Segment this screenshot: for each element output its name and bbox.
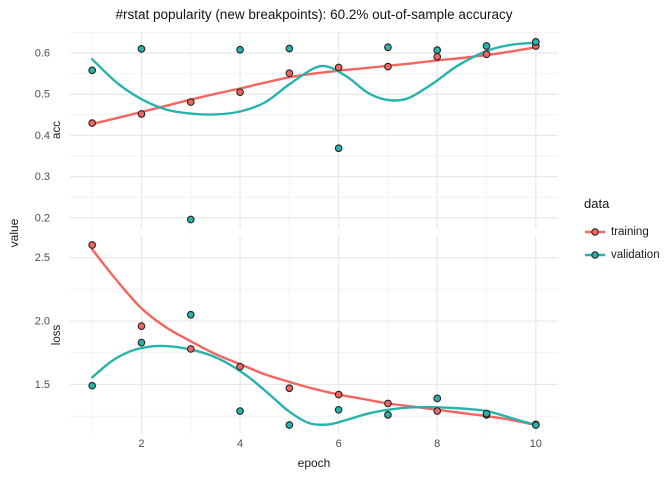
data-point-validation [531,38,540,46]
data-point-training [384,62,392,71]
data-point-validation [137,45,146,53]
data-point-training [236,88,244,97]
data-point-training [236,362,244,371]
chart-title: #rstat popularity (new breakpoints): 60.… [115,7,513,22]
data-point-training [137,110,146,118]
x-tick-label: 4 [237,438,243,450]
x-tick-label: 2 [138,438,144,450]
data-point-validation [186,310,195,319]
data-point-training [334,63,343,72]
data-point-validation [482,42,491,50]
data-point-validation [433,46,442,54]
y-tick-label: 1.5 [35,379,50,391]
data-point-validation [531,421,540,429]
data-point-training [433,407,442,415]
data-point-training [88,119,97,127]
data-point-validation [285,44,294,53]
y-tick-label: 0.6 [35,48,50,60]
legend-label-validation: validation [611,248,660,261]
data-point-training [334,390,343,399]
data-point-validation [186,215,195,224]
data-point-training [186,98,195,106]
data-point-training [384,399,392,408]
smooth-line-training [91,46,537,126]
data-point-validation [285,421,294,429]
y-tick-label: 2.0 [35,316,50,328]
x-tick-label: 6 [336,438,342,450]
y-tick-label: 0.4 [35,130,50,142]
y-axis-title: value [7,218,21,248]
smooth-line-validation [91,344,537,427]
legend-key-validation-icon [584,248,606,262]
legend: data training validation [584,196,660,266]
data-point-validation [433,394,442,403]
x-tick-label: 10 [530,438,542,450]
legend-item-validation: validation [584,243,660,266]
data-point-validation [88,66,97,75]
data-point-training [285,69,294,78]
y-tick-label: 0.3 [35,171,50,183]
data-point-training [137,322,146,330]
x-axis-title: epoch [297,456,331,470]
data-point-validation [137,338,146,347]
data-point-validation [236,45,244,54]
smooth-line-validation [91,41,537,116]
legend-key-training-icon [584,225,606,239]
legend-title: data [584,196,610,211]
data-point-validation [334,144,343,153]
data-point-training [482,50,491,59]
data-point-training [186,345,195,353]
data-point-training [433,52,442,61]
y-tick-label: 0.2 [35,212,50,224]
data-point-training [285,384,294,393]
y-tick-label: 0.5 [35,89,50,101]
legend-item-training: training [584,220,660,243]
data-point-validation [334,405,343,414]
data-point-validation [384,43,392,52]
facet-strip-acc: acc [51,121,63,139]
legend-label-training: training [611,225,649,238]
data-point-validation [482,409,491,418]
x-tick-label: 8 [434,438,440,450]
data-point-validation [384,411,392,419]
data-point-validation [88,381,97,390]
data-point-validation [236,407,244,415]
facet-strip-loss: loss [51,324,63,346]
y-tick-label: 2.5 [35,252,50,264]
smooth-line-training [91,248,537,427]
data-point-training [88,241,97,249]
